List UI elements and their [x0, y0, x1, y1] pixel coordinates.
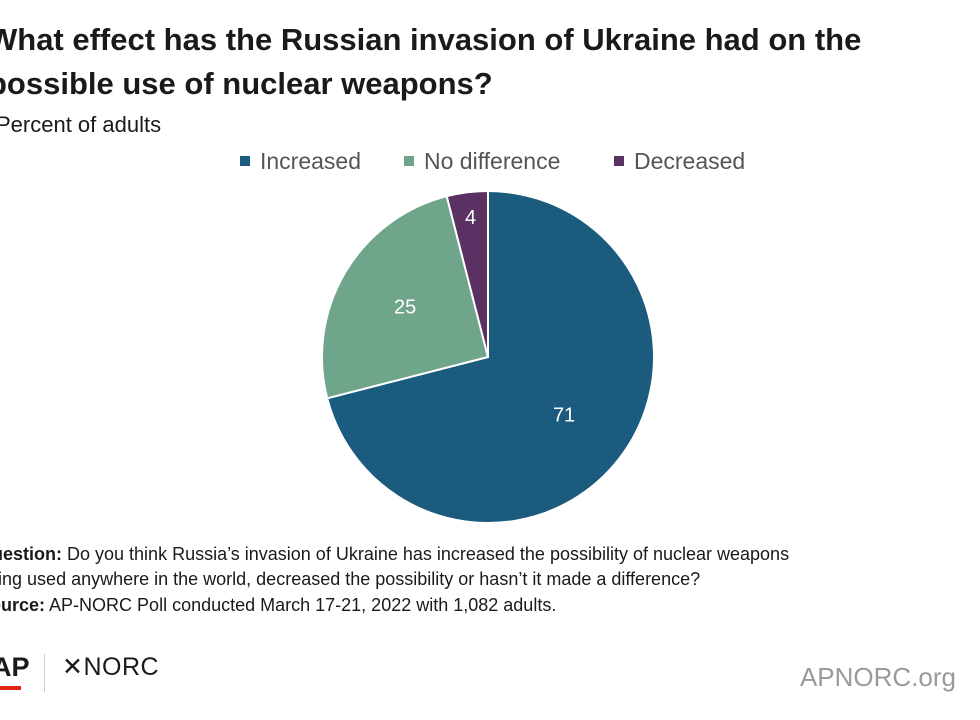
pie-label-decreased: 4 — [465, 207, 476, 229]
question-text-line-1: Do you think Russia’s invasion of Ukrain… — [67, 544, 790, 564]
source-note: Source: AP-NORC Poll conducted March 17-… — [0, 593, 556, 618]
chart-subtitle: Percent of adults — [0, 112, 162, 137]
title-line-1: What effect has the Russian invasion of … — [0, 22, 862, 57]
question-note: Question: Do you think Russia’s invasion… — [0, 542, 789, 567]
legend: Increased No difference Decreased — [0, 144, 980, 178]
logo-divider — [44, 654, 45, 692]
source-label: Source: — [0, 595, 46, 615]
legend-swatch-no-difference — [404, 156, 414, 166]
pie-label-no-difference: 25 — [394, 296, 416, 318]
legend-label-increased: Increased — [260, 147, 362, 174]
pie-slice-decreased — [445, 189, 489, 358]
norc-logo: ✕NORC — [62, 653, 160, 681]
question-label: Question: — [0, 544, 62, 564]
question-text-line-2: being used anywhere in the world, decrea… — [0, 569, 701, 589]
pie-slice-increased — [325, 189, 655, 524]
legend-swatch-increased — [240, 156, 250, 166]
legend-label-no-difference: No difference — [424, 147, 561, 174]
site-url: APNORC.org — [799, 662, 956, 692]
chart-title: What effect has the Russian invasion of … — [0, 18, 978, 106]
source-text: AP-NORC Poll conducted March 17-21, 2022… — [49, 595, 557, 615]
question-note-continued: being used anywhere in the world, decrea… — [0, 567, 700, 592]
ap-logo-bar — [0, 686, 21, 690]
title-line-2: possible use of nuclear weapons? — [0, 66, 493, 101]
legend-item-decreased: Decreased — [614, 144, 745, 178]
legend-swatch-decreased — [614, 156, 624, 166]
pie-label-increased: 71 — [553, 404, 575, 426]
legend-label-decreased: Decreased — [634, 147, 746, 174]
ap-logo: AP — [0, 652, 30, 682]
legend-item-increased: Increased — [240, 144, 361, 178]
legend-item-no-difference: No difference — [404, 144, 560, 178]
pie-slice-no-difference — [321, 194, 490, 400]
